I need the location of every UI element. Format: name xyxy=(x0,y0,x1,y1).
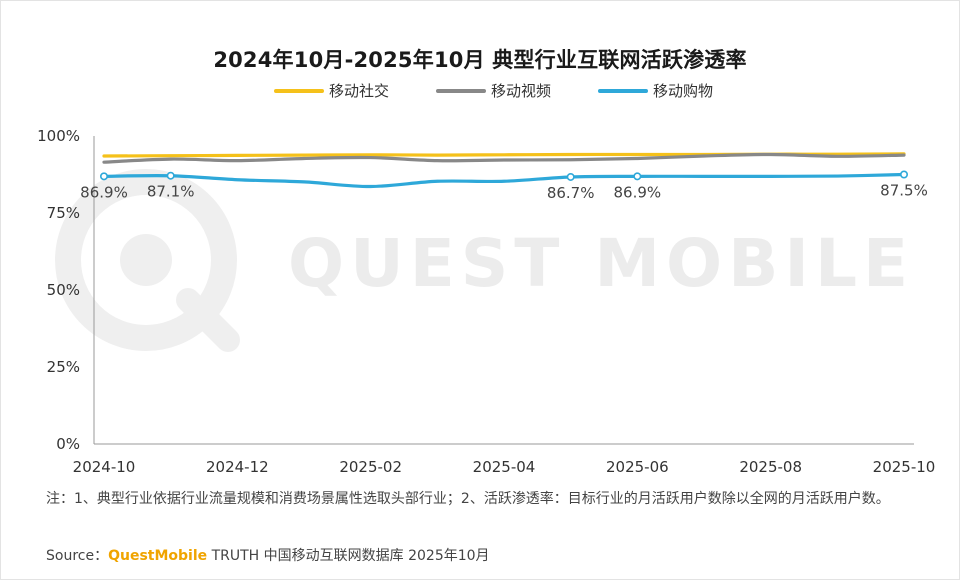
legend-item-social[interactable]: 移动社交 xyxy=(274,80,389,101)
y-tick-label: 50% xyxy=(47,281,80,299)
y-tick-label: 0% xyxy=(56,435,80,453)
chart-title: 2024年10月-2025年10月 典型行业互联网活跃渗透率 xyxy=(213,48,747,72)
data-label-shopping: 87.1% xyxy=(147,183,195,201)
x-tick-label: 2024-10 xyxy=(73,458,136,476)
footnote: 注：1、典型行业依据行业流量规模和消费场景属性选取头部行业；2、活跃渗透率：目标… xyxy=(46,491,890,507)
x-tick-label: 2025-02 xyxy=(339,458,402,476)
legend-label-shopping: 移动购物 xyxy=(653,82,714,100)
source-suffix: TRUTH 中国移动互联网数据库 2025年10月 xyxy=(207,548,490,564)
line-chart: 0% 25% 50% 75% 100% 2024-10 2024-12 2025-02 2025… xyxy=(37,127,936,476)
x-tick-label: 2025-10 xyxy=(873,458,936,476)
data-point-shopping xyxy=(100,172,109,181)
x-tick-label: 2025-04 xyxy=(473,458,536,476)
data-point-shopping xyxy=(166,171,175,180)
data-point-shopping xyxy=(899,170,908,179)
legend-item-video[interactable]: 移动视频 xyxy=(436,80,551,101)
series-line-shopping xyxy=(102,172,906,189)
x-tick-label: 2025-08 xyxy=(739,458,802,476)
y-tick-label: 100% xyxy=(37,127,80,145)
x-tick-label: 2025-06 xyxy=(606,458,669,476)
source-brand: QuestMobile xyxy=(108,548,208,564)
legend-swatch-video xyxy=(436,88,486,93)
data-label-shopping: 86.7% xyxy=(547,184,595,202)
legend-label-social: 移动社交 xyxy=(329,82,390,100)
data-label-shopping: 87.5% xyxy=(880,182,928,200)
legend-item-shopping[interactable]: 移动购物 xyxy=(598,80,713,101)
legend-swatch-shopping xyxy=(598,88,648,93)
legend-swatch-social xyxy=(274,88,324,93)
data-point-shopping xyxy=(633,172,642,181)
source-prefix: Source： xyxy=(46,548,109,564)
data-point-shopping xyxy=(566,172,575,181)
series-line-video xyxy=(102,152,906,164)
data-label-shopping: 86.9% xyxy=(614,183,662,201)
y-tick-label: 75% xyxy=(47,204,80,222)
y-tick-label: 25% xyxy=(47,358,80,376)
legend: 移动社交 移动视频 移动购物 xyxy=(0,80,960,104)
data-label-shopping: 86.9% xyxy=(80,183,128,201)
source-line: Source：QuestMobile TRUTH 中国移动互联网数据库 2025… xyxy=(46,545,490,565)
legend-label-video: 移动视频 xyxy=(491,82,552,100)
x-tick-label: 2024-12 xyxy=(206,458,269,476)
